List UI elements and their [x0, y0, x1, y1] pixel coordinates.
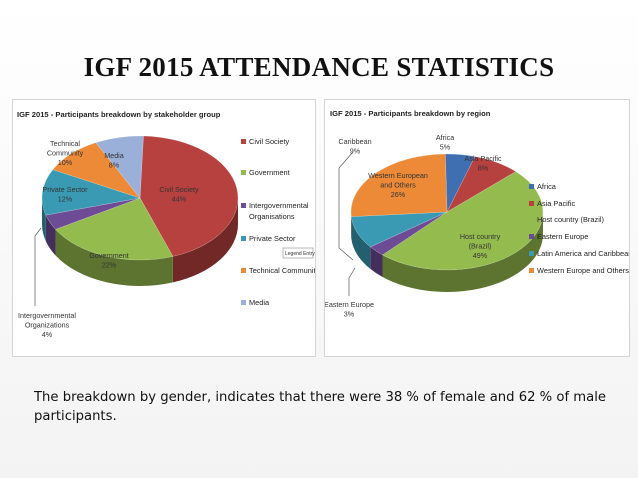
- pie-side-host-country-brazil: [382, 212, 543, 292]
- legend-label-media: Media: [249, 298, 270, 307]
- legend-swatch-media: [241, 300, 246, 305]
- pie-slice-asia-pacific: [446, 156, 517, 213]
- legend-swatch-government: [241, 170, 246, 175]
- leader-line-intergovernmental-organisations: [34, 227, 42, 306]
- legend-label-africa: Africa: [537, 182, 557, 191]
- gender-caption: The breakdown by gender, indicates that …: [34, 390, 607, 424]
- legend-swatch-private-sector: [241, 236, 246, 241]
- stakeholder-pie-svg: IGF 2015 - Participants breakdown by sta…: [17, 110, 315, 339]
- pie-slice-intergovernmental-organisations: [45, 197, 141, 230]
- legend-label-intergovernmental-organisations: Intergovernmental Organisations: [249, 201, 309, 221]
- pie-slice-eastern-europe: [369, 211, 448, 256]
- legend-label-eastern-europe: Eastern Europe: [537, 232, 588, 241]
- stakeholder-pie-chart: IGF 2015 - Participants breakdown by sta…: [12, 99, 316, 357]
- pie-side-government: [55, 229, 173, 286]
- legend-label-government: Government: [249, 168, 290, 177]
- pie-side-intergovernmental-organisations: [45, 215, 56, 256]
- data-label-western-europe-and-others: Western European and Others 26%: [368, 171, 428, 199]
- data-label-host-country-brazil: Host country (Brazil) 49%: [460, 232, 501, 260]
- chart-title: IGF 2015 - Participants breakdown by reg…: [330, 109, 491, 118]
- data-label-intergovernmental-organisations: Intergovernmental Organizations 4%: [18, 311, 76, 339]
- data-label-latin-america-and-caribbean: Caribbean 9%: [338, 137, 371, 156]
- pie-side-civil-society: [172, 198, 238, 283]
- legend-entry-tooltip: Legend Entry 5: [282, 247, 315, 259]
- slide-title: IGF 2015 ATTENDANCE STATISTICS: [83, 52, 555, 82]
- legend-swatch-latin-america-and-caribbean: [529, 251, 534, 256]
- legend-swatch-eastern-europe: [529, 234, 534, 239]
- legend-label-civil-society: Civil Society: [249, 137, 290, 146]
- pie-slice-africa: [445, 153, 476, 213]
- legend-swatch-africa: [529, 184, 534, 189]
- svg-text:Legend Entry 5: Legend Entry 5: [285, 251, 315, 257]
- pie-slice-civil-society: [139, 135, 239, 257]
- legend-label-asia-pacific: Asia Pacific: [537, 199, 576, 208]
- data-label-asia-pacific: Asia Pacific 8%: [464, 154, 502, 173]
- region-pie-svg: IGF 2015 - Participants breakdown by reg…: [325, 109, 629, 319]
- pie-slice-host-country-brazil: [382, 171, 544, 271]
- region-pie-chart: IGF 2015 - Participants breakdown by reg…: [324, 99, 630, 357]
- chart-title: IGF 2015 - Participants breakdown by sta…: [17, 110, 221, 119]
- legend-swatch-host-country-brazil: [529, 217, 534, 222]
- legend-label-latin-america-and-caribbean: Latin America and Caribbean: [537, 249, 629, 258]
- data-label-eastern-europe: Eastern Europe 3%: [325, 300, 374, 319]
- pie-side-private-sector: [42, 198, 46, 242]
- legend-swatch-civil-society: [241, 139, 246, 144]
- pie-slice-technical-community: [52, 142, 141, 199]
- pie-slice-government: [55, 197, 174, 261]
- pie-side-eastern-europe: [370, 246, 383, 277]
- pie-slice-media: [95, 135, 144, 199]
- legend-swatch-intergovernmental-organisations: [241, 203, 246, 208]
- legend-swatch-asia-pacific: [529, 201, 534, 206]
- pie-slice-latin-america-and-caribbean: [351, 211, 448, 248]
- leader-line-latin-america-and-caribbean: [338, 151, 354, 261]
- data-label-media: Media 8%: [104, 151, 124, 170]
- legend-label-western-europe-and-others: Western Europe and Others: [537, 266, 629, 275]
- legend-swatch-western-europe-and-others: [529, 268, 534, 273]
- data-label-private-sector: Private Sector 12%: [42, 185, 88, 204]
- legend-label-technical-community: Technical Community: [249, 266, 315, 275]
- legend-label-private-sector: Private Sector: [249, 234, 296, 243]
- pie-slice-private-sector: [41, 169, 141, 216]
- leader-line-eastern-europe: [348, 267, 356, 296]
- data-label-government: Government 22%: [89, 251, 129, 270]
- pie-slice-western-europe-and-others: [350, 153, 448, 217]
- pie-side-latin-america-and-caribbean: [351, 216, 371, 269]
- data-label-africa: Africa 5%: [436, 133, 454, 152]
- legend-swatch-technical-community: [241, 268, 246, 273]
- data-label-civil-society: Civil Society 44%: [159, 185, 199, 204]
- data-label-technical-community: Technical Community 10%: [47, 139, 84, 167]
- legend-label-host-country-brazil: Host country (Brazil): [537, 215, 604, 224]
